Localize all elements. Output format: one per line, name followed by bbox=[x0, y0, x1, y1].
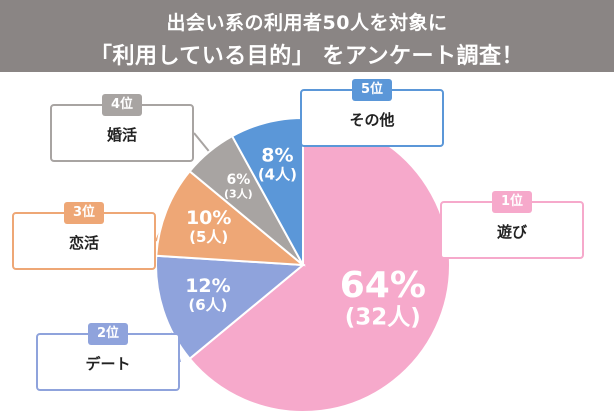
pie-slice-2 bbox=[155, 254, 306, 361]
rank-badge: 1位 bbox=[492, 191, 532, 213]
slice-percent-label: 10% bbox=[186, 207, 231, 229]
pie-slice-3 bbox=[155, 169, 307, 267]
connector-line-4 bbox=[193, 132, 212, 155]
title-banner: 出会い系の利用者50人を対象に 「利用している目的」 をアンケート調査！ bbox=[0, 0, 614, 72]
category-box-sonota: 5位 その他 bbox=[300, 79, 444, 147]
category-box-date: 2位 デート bbox=[36, 323, 180, 391]
category-box-asobi: 1位 遊び bbox=[440, 191, 584, 259]
category-label: デート bbox=[85, 355, 131, 373]
title-line-1: 出会い系の利用者50人を対象に bbox=[166, 12, 448, 34]
category-label: 遊び bbox=[496, 223, 527, 241]
category-label: 恋活 bbox=[68, 234, 99, 252]
slice-percent-label: 8% bbox=[261, 145, 293, 167]
slice-count-label: (32人) bbox=[345, 304, 421, 330]
slice-percent-label: 12% bbox=[185, 275, 230, 297]
slice-count-label: (3人) bbox=[224, 186, 253, 200]
slice-labels: 64%(32人) 12%(6人) 10%(5人) 6%(3人) 8%(4人) bbox=[185, 145, 426, 331]
slice-count-label: (6人) bbox=[188, 296, 227, 314]
category-label: 婚活 bbox=[106, 126, 137, 144]
slice-count-label: (5人) bbox=[189, 228, 228, 246]
slice-percent-label: 64% bbox=[340, 265, 426, 306]
slice-percent-label: 6% bbox=[226, 172, 250, 188]
rank-badge: 3位 bbox=[64, 202, 104, 224]
rank-badge: 4位 bbox=[102, 94, 142, 116]
category-box-koikatsu: 3位 恋活 bbox=[12, 202, 156, 270]
rank-badge: 2位 bbox=[88, 323, 128, 345]
category-box-konkatsu: 4位 婚活 bbox=[50, 94, 194, 162]
pie-slices bbox=[155, 116, 451, 413]
title-line-2: 「利用している目的」 をアンケート調査！ bbox=[89, 44, 525, 69]
rank-badge: 5位 bbox=[352, 79, 392, 101]
category-label: その他 bbox=[349, 111, 395, 129]
slice-count-label: (4人) bbox=[258, 166, 297, 184]
